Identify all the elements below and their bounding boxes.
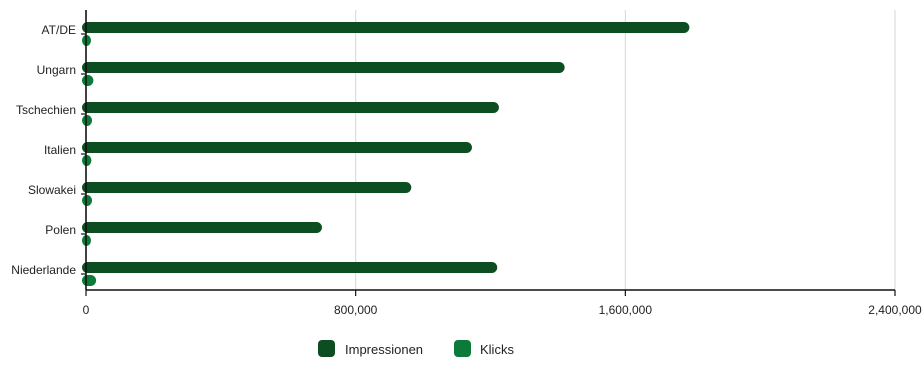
category-label: Italien: [44, 143, 76, 157]
category-label: AT/DE: [42, 23, 76, 37]
category-label: Niederlande: [11, 263, 76, 277]
category-labels: AT/DE Ungarn Tschechien Italien Slowakei Pole…: [11, 23, 76, 277]
bar-impressionen-ungarn: [82, 62, 565, 73]
tick-labels: 0 800,000 1,600,000 2,400,000: [83, 303, 922, 317]
bar-impressionen-niederlande: [82, 262, 497, 273]
category-label: Polen: [45, 223, 76, 237]
x-tick-label: 800,000: [334, 303, 378, 317]
bars: [82, 22, 689, 286]
legend: Impressionen Klicks: [318, 340, 514, 357]
bar-impressionen-polen: [82, 222, 322, 233]
bar-klicks-niederlande: [82, 275, 96, 286]
x-tick-label: 0: [83, 303, 90, 317]
bar-klicks-slowakei: [82, 195, 92, 206]
bar-klicks-tschechien: [82, 115, 92, 126]
legend-swatch-impressionen: [318, 340, 335, 357]
legend-label-impressionen: Impressionen: [345, 342, 423, 357]
x-tick-label: 1,600,000: [599, 303, 653, 317]
legend-swatch-klicks: [454, 340, 471, 357]
x-tick-label: 2,400,000: [868, 303, 922, 317]
bar-impressionen-tschechien: [82, 102, 499, 113]
legend-label-klicks: Klicks: [480, 342, 514, 357]
bar-klicks-ungarn: [82, 75, 93, 86]
category-label: Slowakei: [28, 183, 76, 197]
bar-impressionen-slowakei: [82, 182, 411, 193]
bar-impressionen-italien: [82, 142, 472, 153]
bar-impressionen-at-de: [82, 22, 689, 33]
category-label: Tschechien: [16, 103, 76, 117]
category-label: Ungarn: [37, 63, 76, 77]
